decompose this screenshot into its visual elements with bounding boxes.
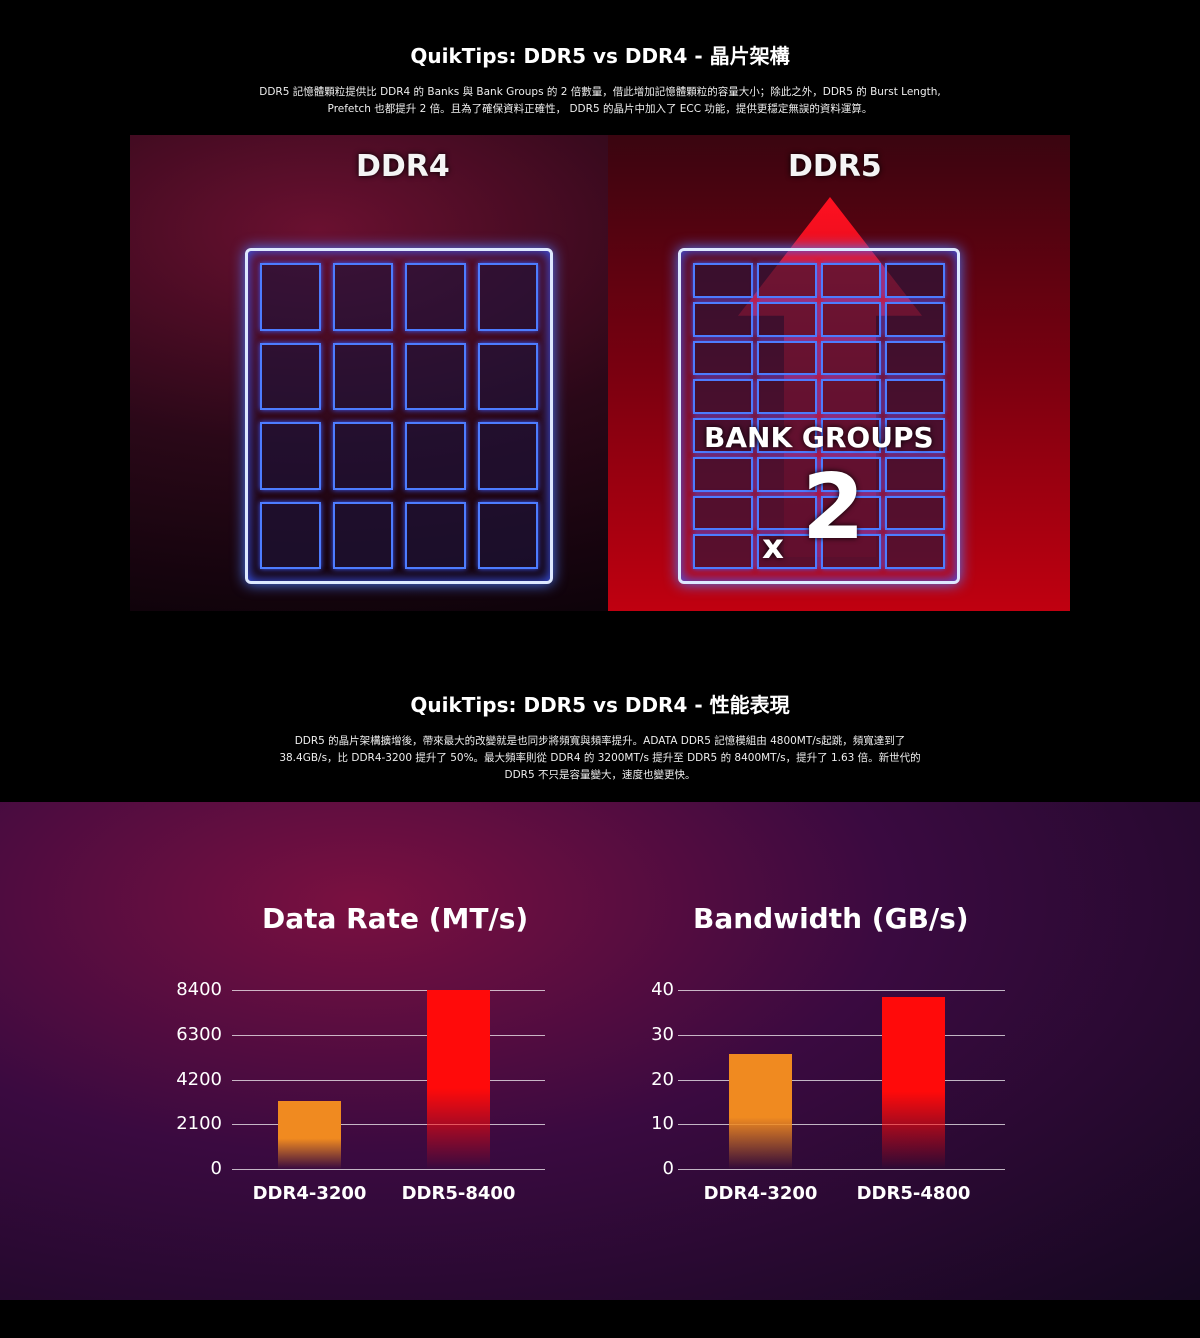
gridline [678, 1079, 1005, 1081]
memory-bank-cell [693, 418, 753, 453]
y-tick-label: 8400 [176, 979, 222, 1000]
memory-bank-cell [885, 418, 945, 453]
memory-bank-cell [885, 379, 945, 414]
memory-bank-cell [405, 342, 466, 410]
ddr4-chip [245, 248, 553, 584]
ddr5-label: DDR5 [788, 149, 882, 184]
memory-bank-cell [405, 501, 466, 569]
memory-bank-cell [332, 263, 393, 331]
gridline [678, 1124, 1005, 1126]
y-tick-label: 6300 [176, 1023, 222, 1045]
memory-bank-cell [332, 501, 393, 569]
memory-bank-cell [757, 418, 817, 453]
memory-bank-cell [821, 263, 881, 298]
memory-bank-cell [757, 263, 817, 298]
bank-groups-badge: BANK GROUPS [704, 421, 934, 454]
gridline [232, 1079, 545, 1081]
multiplier-value: 2 [802, 455, 865, 560]
memory-bank-cell [405, 422, 466, 490]
chart-title-bandwidth: Bandwidth (GB/s) [693, 902, 969, 935]
memory-bank-cell [821, 534, 881, 569]
memory-bank-cell [757, 379, 817, 414]
ddr4-label: DDR4 [356, 149, 450, 184]
memory-bank-cell [477, 501, 538, 569]
section-title-performance: QuikTips: DDR5 vs DDR4 - 性能表現 [410, 693, 790, 717]
memory-bank-cell [821, 495, 881, 531]
memory-bank-cell [332, 422, 393, 490]
y-tick-label: 40 [651, 979, 674, 1000]
memory-bank-cell [332, 342, 393, 410]
y-tick-label: 20 [651, 1068, 674, 1090]
memory-bank-cell [693, 340, 753, 376]
gridline [232, 1169, 545, 1170]
gridline [678, 1169, 1005, 1170]
memory-bank-cell [260, 263, 321, 331]
memory-bank-cell [477, 342, 538, 410]
memory-bank-cell [260, 342, 321, 410]
multiplier-x: x [762, 527, 784, 567]
memory-bank-cell [821, 456, 881, 492]
x-category-label: DDR4-3200 [703, 1183, 818, 1204]
memory-bank-cell [260, 422, 321, 490]
gridline [232, 1124, 545, 1126]
memory-bank-cell [885, 301, 945, 337]
x-category-label: DDR5-4800 [856, 1183, 971, 1204]
memory-bank-cell [757, 301, 817, 337]
y-tick-label: 10 [651, 1113, 674, 1135]
y-tick-label: 0 [210, 1158, 222, 1179]
bar-ddr4-3200 [278, 1100, 341, 1169]
memory-bank-cell [693, 495, 753, 531]
memory-bank-cell [821, 340, 881, 376]
y-tick-label: 30 [651, 1023, 674, 1045]
chart-title-data-rate: Data Rate (MT/s) [262, 902, 529, 935]
ddr5-chip [678, 248, 960, 584]
x-category-label: DDR5-8400 [401, 1183, 516, 1204]
memory-bank-cell [477, 422, 538, 490]
memory-bank-cell [821, 301, 881, 337]
memory-bank-cell [693, 456, 753, 492]
memory-bank-cell [757, 495, 817, 531]
section-title-architecture: QuikTips: DDR5 vs DDR4 - 晶片架構 [410, 44, 790, 68]
gridline [232, 990, 545, 991]
memory-bank-cell [885, 456, 945, 492]
gridline [232, 1034, 545, 1036]
memory-bank-cell [405, 263, 466, 331]
memory-bank-cell [757, 534, 817, 569]
memory-bank-cell [693, 534, 753, 569]
charts-panel: Data Rate (MT/s) Bandwidth (GB/s) 0 2100 4… [0, 802, 1200, 1300]
memory-bank-cell [693, 263, 753, 298]
bar-ddr5-4800 [882, 997, 945, 1169]
memory-bank-cell [477, 263, 538, 331]
memory-bank-cell [757, 456, 817, 492]
memory-bank-cell [885, 263, 945, 298]
memory-bank-cell [693, 301, 753, 337]
y-tick-label: 0 [662, 1158, 674, 1179]
memory-bank-cell [757, 340, 817, 376]
performance-description: DDR5 的晶片架構擴增後，帶來最大的改變就是也同步將頻寬與頻率提升。ADATA… [279, 735, 921, 781]
y-tick-label: 2100 [176, 1113, 222, 1135]
memory-bank-cell [821, 379, 881, 414]
memory-bank-cell [821, 418, 881, 453]
x-category-label: DDR4-3200 [252, 1183, 367, 1204]
bar-ddr5-8400 [427, 990, 490, 1169]
gridline [678, 1034, 1005, 1036]
memory-bank-cell [885, 534, 945, 569]
memory-bank-cell [260, 501, 321, 569]
bar-ddr4-3200 [729, 1054, 792, 1169]
gridline [678, 990, 1005, 991]
memory-bank-cell [693, 379, 753, 414]
y-tick-label: 4200 [176, 1068, 222, 1090]
memory-bank-cell [885, 340, 945, 376]
architecture-description: DDR5 記憶體顆粒提供比 DDR4 的 Banks 與 Bank Groups… [259, 86, 941, 115]
memory-bank-cell [885, 495, 945, 531]
architecture-illustration: DDR4 DDR5 BANK GROUPS x 2 [130, 135, 1070, 611]
